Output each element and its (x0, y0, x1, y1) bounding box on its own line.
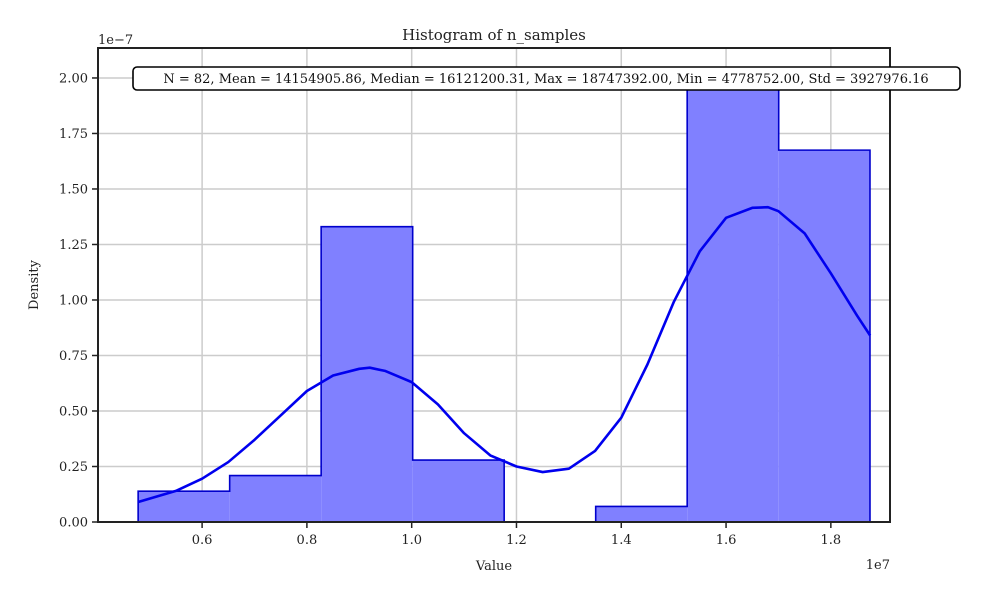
histogram-bar (687, 89, 779, 522)
y-tick-label: 2.00 (59, 71, 88, 86)
histogram-bar (229, 475, 322, 522)
plot-frame (97, 47, 891, 523)
y-tick-label: 1.00 (59, 293, 88, 308)
stats-text: N = 82, Mean = 14154905.86, Median = 161… (163, 72, 928, 87)
y-tick-label: 1.25 (59, 238, 88, 253)
x-tick-label: 1.0 (401, 533, 422, 548)
stats-box-frame (132, 66, 961, 91)
x-tick-label: 0.6 (192, 533, 213, 548)
x-tick-label: 1.2 (506, 533, 527, 548)
histogram-bar (412, 460, 505, 522)
y-tick-label: 1.75 (59, 127, 88, 142)
y-tick-label: 0.25 (59, 460, 88, 475)
histogram-outline (137, 88, 871, 523)
histogram-bar (778, 150, 870, 522)
y-tick-label: 0.75 (59, 349, 88, 364)
histogram-bar (138, 491, 230, 522)
x-tick-label: 1.8 (821, 533, 842, 548)
y-scale-offset-label: 1e−7 (98, 33, 133, 48)
y-tick-label: 0.00 (59, 516, 88, 531)
stats-box: N = 82, Mean = 14154905.86, Median = 161… (132, 66, 961, 91)
x-scale-offset-label: 1e7 (866, 558, 890, 573)
x-axis-label: Value (475, 559, 512, 574)
kde-line (137, 205, 872, 504)
axis-ticks: 0.6 0.8 1.0 1.2 1.4 1.6 1.8 0.00 0.25 0.50 0.75 1.0… (59, 71, 841, 548)
y-axis-label: Density (27, 259, 42, 310)
y-tick-label: 1.50 (59, 182, 88, 197)
histogram-bars (137, 88, 871, 523)
histogram-bar (595, 506, 688, 522)
chart-title: Histogram of n_samples (402, 26, 586, 44)
x-tick-label: 1.6 (716, 533, 737, 548)
x-tick-label: 0.8 (297, 533, 318, 548)
x-tick-label: 1.4 (611, 533, 632, 548)
y-tick-label: 0.50 (59, 404, 88, 419)
